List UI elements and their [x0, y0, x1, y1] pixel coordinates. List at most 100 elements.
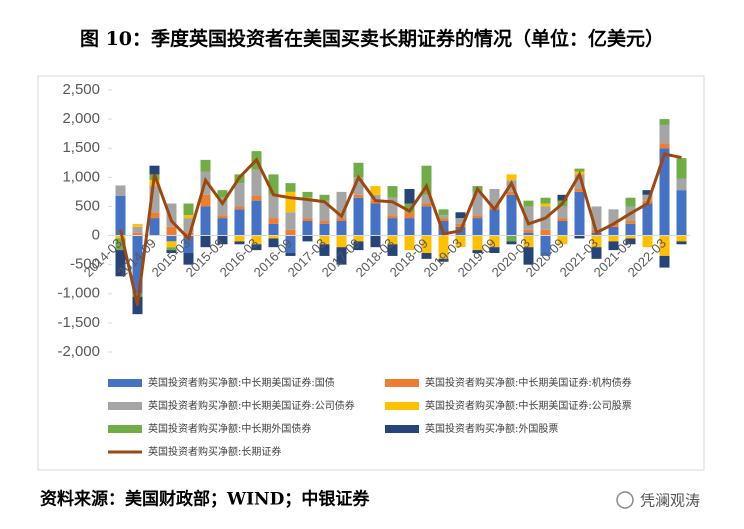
line: [119, 152, 682, 306]
bar: [285, 253, 296, 256]
bar: [166, 226, 177, 236]
bar: [370, 186, 381, 195]
bar: [183, 203, 194, 216]
bar: [523, 232, 534, 236]
bar: [506, 174, 517, 181]
bar: [200, 159, 211, 172]
watermark-icon: [616, 491, 634, 509]
bar: [268, 235, 279, 239]
bar: [489, 235, 500, 248]
bar: [540, 197, 551, 204]
bar: [149, 218, 160, 236]
bar: [285, 191, 296, 213]
bar: [268, 194, 279, 219]
bar: [353, 177, 364, 195]
bar: [438, 209, 449, 216]
bar: [234, 209, 245, 236]
bar: [472, 191, 483, 216]
bar: [625, 223, 636, 236]
legend-label: 英国投资者购买净额:外国股票: [425, 422, 558, 435]
bar: [387, 244, 398, 256]
legend-swatch: [108, 402, 142, 410]
legend-label: 英国投资者购买净额:长期证券: [148, 445, 281, 458]
y-tick-label: 1,500: [62, 139, 100, 156]
bar: [625, 197, 636, 207]
bar: [574, 168, 585, 172]
bar: [557, 194, 568, 201]
bar: [251, 169, 262, 196]
bar: [319, 235, 330, 245]
bar: [302, 221, 313, 236]
bar: [421, 235, 432, 254]
bar: [319, 194, 330, 201]
bar: [574, 188, 585, 192]
bar: [421, 165, 432, 195]
bar: [217, 197, 228, 216]
y-tick-label: 2,500: [62, 81, 100, 98]
bar: [115, 195, 126, 236]
bar: [251, 195, 262, 201]
bar: [217, 190, 228, 198]
bar: [353, 241, 364, 251]
bar: [523, 200, 534, 207]
bar: [251, 244, 262, 251]
bar: [625, 221, 636, 224]
bar: [336, 247, 347, 265]
bar: [489, 247, 500, 254]
bar: [506, 194, 517, 236]
bar: [557, 221, 568, 236]
bar: [302, 200, 313, 219]
bar: [166, 203, 177, 227]
y-tick-label: -1,500: [57, 314, 100, 331]
y-tick-label: 1,000: [62, 168, 100, 185]
legend-label: 英国投资者购买净额:中长期美国证券:机构债券: [425, 376, 632, 389]
legend-swatch: [385, 402, 419, 410]
bar: [659, 255, 670, 268]
bar: [149, 165, 160, 175]
source: 资料来源：美国财政部；WIND；中银证券: [40, 489, 370, 510]
bar: [115, 250, 126, 277]
bar: [387, 186, 398, 198]
bar: [404, 188, 415, 204]
bar: [472, 250, 483, 254]
bar: [234, 235, 245, 242]
bar: [268, 238, 279, 248]
bar: [642, 203, 653, 236]
bar: [166, 247, 177, 251]
bar: [557, 206, 568, 219]
bar: [455, 218, 466, 224]
bar: [336, 218, 347, 221]
bar: [336, 235, 347, 248]
bar: [642, 235, 653, 248]
bar: [608, 235, 619, 242]
bar: [268, 223, 279, 236]
bar: [540, 203, 551, 207]
bar: [506, 235, 517, 242]
bar: [200, 194, 211, 207]
bar: [557, 235, 568, 245]
bar: [472, 218, 483, 236]
legend-label: 英国投资者购买净额:中长期外国债券: [148, 422, 311, 435]
bar: [404, 235, 415, 251]
bar: [387, 235, 398, 245]
watermark: 凭澜观涛: [640, 492, 700, 510]
bar: [285, 183, 296, 192]
bar: [438, 258, 449, 262]
bar: [421, 206, 432, 236]
bar: [608, 241, 619, 251]
bar: [353, 162, 364, 178]
bar: [421, 253, 432, 259]
bar: [676, 241, 687, 245]
bar: [336, 191, 347, 219]
bar: [455, 223, 466, 227]
bar: [659, 124, 670, 144]
bar: [659, 148, 670, 236]
bar: [421, 194, 432, 204]
bar: [608, 226, 619, 236]
legend-swatch: [385, 425, 419, 433]
bar: [574, 174, 585, 189]
bar: [455, 212, 466, 219]
bar: [234, 183, 245, 207]
bar: [489, 209, 500, 236]
bar: [387, 197, 398, 216]
